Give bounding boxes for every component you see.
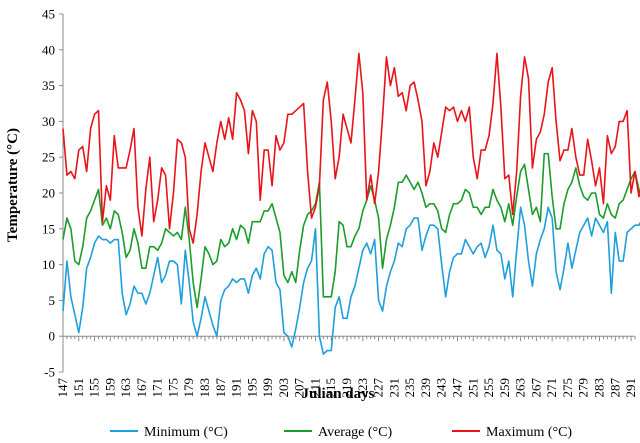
y-tick-label: -5 — [44, 365, 55, 380]
x-tick-label: 243 — [434, 378, 449, 398]
x-tick-label: 179 — [181, 378, 196, 398]
x-tick-label: 247 — [449, 378, 464, 398]
y-tick-label: 45 — [42, 7, 55, 22]
x-tick-label: 223 — [355, 378, 370, 398]
y-tick-label: 25 — [42, 150, 55, 165]
y-tick-label: 0 — [49, 329, 56, 344]
y-axis-title: Temperature (°C) — [5, 128, 21, 242]
legend-label: Minimum (°C) — [144, 425, 228, 440]
x-tick-label: 207 — [292, 378, 307, 398]
x-tick-label: 271 — [544, 378, 559, 398]
x-tick-label: 219 — [339, 378, 354, 398]
x-tick-label: 151 — [71, 378, 86, 398]
series-line-average — [62, 152, 640, 309]
series-line-minimum — [62, 206, 640, 355]
x-tick-label: 159 — [102, 378, 117, 398]
legend: Minimum (°C) Average (°C) Maximum (°C) — [110, 425, 572, 440]
y-tick-label: 10 — [42, 257, 55, 272]
x-axis-title: Julian days — [302, 386, 375, 402]
x-tick-label: 175 — [165, 378, 180, 398]
x-tick-label: 199 — [260, 378, 275, 398]
y-tick-label: 5 — [49, 293, 56, 308]
legend-label: Average (°C) — [318, 425, 392, 440]
x-tick-label: 231 — [386, 378, 401, 398]
x-tick-label: 203 — [276, 378, 291, 398]
x-tick-label: 183 — [197, 378, 212, 398]
x-tick-label: 267 — [528, 378, 543, 398]
x-tick-label: 287 — [607, 378, 622, 398]
x-tick-label: 279 — [576, 378, 591, 398]
x-tick-label: 227 — [371, 378, 386, 398]
series-lines — [62, 52, 640, 355]
x-tick-label: 155 — [87, 378, 102, 398]
x-tick-label: 275 — [560, 378, 575, 398]
x-tick-label: 263 — [513, 378, 528, 398]
y-tick-label: 35 — [42, 78, 55, 93]
y-tick-label: 40 — [42, 42, 55, 57]
x-axis: 147 151 155 159 163 167 171 175 179 183 187 191 195 1… — [55, 335, 638, 398]
y-tick-label: 30 — [42, 114, 55, 129]
x-tick-label: 215 — [323, 378, 338, 398]
y-tick-label: 20 — [42, 186, 55, 201]
series-line-maximum — [62, 52, 640, 244]
x-tick-label: 167 — [134, 378, 149, 398]
y-tick-label: 15 — [42, 221, 55, 236]
x-tick-label: 211 — [307, 378, 322, 397]
x-tick-label: 235 — [402, 378, 417, 398]
x-tick-label: 147 — [55, 378, 70, 398]
x-tick-label: 259 — [497, 378, 512, 398]
x-tick-label: 163 — [118, 378, 133, 398]
x-tick-label: 283 — [591, 378, 606, 398]
y-axis: -5 0 5 10 15 20 25 30 35 40 45 — [42, 7, 64, 380]
x-tick-label: 187 — [213, 378, 228, 398]
x-tick-label: 171 — [150, 378, 165, 398]
legend-label: Maximum (°C) — [486, 425, 572, 440]
x-tick-label: 251 — [465, 378, 480, 398]
x-tick-label: 255 — [481, 378, 496, 398]
x-tick-label: 195 — [244, 378, 259, 398]
x-tick-label: 239 — [418, 378, 433, 398]
x-tick-label: 291 — [623, 378, 638, 398]
x-tick-label: 191 — [229, 378, 244, 398]
